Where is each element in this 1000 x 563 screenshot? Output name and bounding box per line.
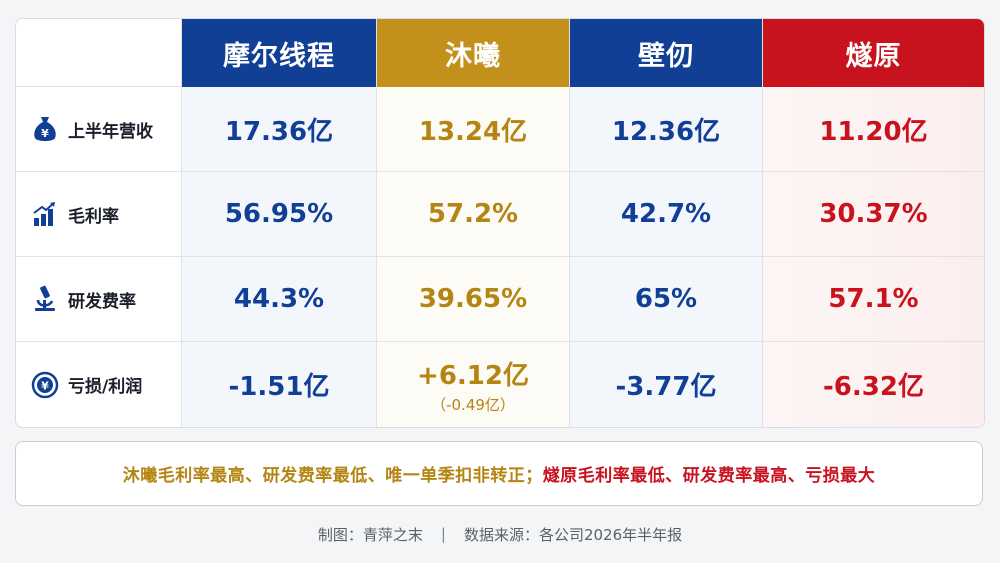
bar-chart-growth-icon <box>30 199 60 229</box>
summary-note-enflame: 燧原毛利率最低、研发费率最高、亏损最大 <box>542 466 876 486</box>
comparison-table: 摩尔线程 沐曦 壁仞 燧原 ¥ 上半年营收 17.36亿 13.24亿 12.3… <box>15 18 985 428</box>
footer-credit: 制图：青萍之末 <box>317 525 423 544</box>
row-label-text: 研发费率 <box>68 291 136 312</box>
summary-note: 沐曦毛利率最高、研发费率最低、唯一单季扣非转正； 燧原毛利率最低、研发费率最高、… <box>15 441 983 506</box>
value-cell: 13.24亿 <box>377 87 570 172</box>
svg-text:¥: ¥ <box>41 127 49 140</box>
yen-coin-icon: ¥ <box>30 370 60 400</box>
summary-note-muxi: 沐曦毛利率最高、研发费率最低、唯一单季扣非转正； <box>122 466 543 486</box>
value-main: +6.12亿 <box>417 360 529 391</box>
row-label-text: 毛利率 <box>68 206 119 227</box>
row-label-rd-rate: 研发费率 <box>16 257 182 342</box>
value-cell: 57.2% <box>377 172 570 257</box>
value-cell: 44.3% <box>182 257 377 342</box>
header-moore-threads: 摩尔线程 <box>182 19 377 87</box>
value-sub-note: （-0.49亿） <box>431 395 515 414</box>
row-label-loss-profit: ¥ 亏损/利润 <box>16 342 182 427</box>
value-cell: 39.65% <box>377 257 570 342</box>
value-cell: 56.95% <box>182 172 377 257</box>
value-cell: 11.20亿 <box>763 87 984 172</box>
table-corner <box>16 19 182 87</box>
footer: 制图：青萍之末 | 数据来源：各公司2026年半年报 <box>0 521 1000 547</box>
footer-source: 数据来源：各公司2026年半年报 <box>463 525 683 544</box>
value-cell: -6.32亿 <box>763 342 984 427</box>
header-muxi: 沐曦 <box>377 19 570 87</box>
microscope-icon <box>30 284 60 314</box>
value-cell-muxi-profit: +6.12亿 （-0.49亿） <box>377 342 570 427</box>
header-enflame: 燧原 <box>763 19 984 87</box>
value-cell: 17.36亿 <box>182 87 377 172</box>
row-label-text: 上半年营收 <box>68 121 153 142</box>
money-bag-yen-icon: ¥ <box>30 114 60 144</box>
value-cell: -3.77亿 <box>570 342 763 427</box>
value-cell: 57.1% <box>763 257 984 342</box>
svg-text:¥: ¥ <box>41 379 49 392</box>
value-cell: 30.37% <box>763 172 984 257</box>
row-label-revenue: ¥ 上半年营收 <box>16 87 182 172</box>
value-cell: 65% <box>570 257 763 342</box>
header-biren: 壁仞 <box>570 19 763 87</box>
row-label-gross-margin: 毛利率 <box>16 172 182 257</box>
footer-separator: | <box>440 525 446 543</box>
value-cell: 42.7% <box>570 172 763 257</box>
row-label-text: 亏损/利润 <box>68 377 143 397</box>
value-cell: -1.51亿 <box>182 342 377 427</box>
value-cell: 12.36亿 <box>570 87 763 172</box>
